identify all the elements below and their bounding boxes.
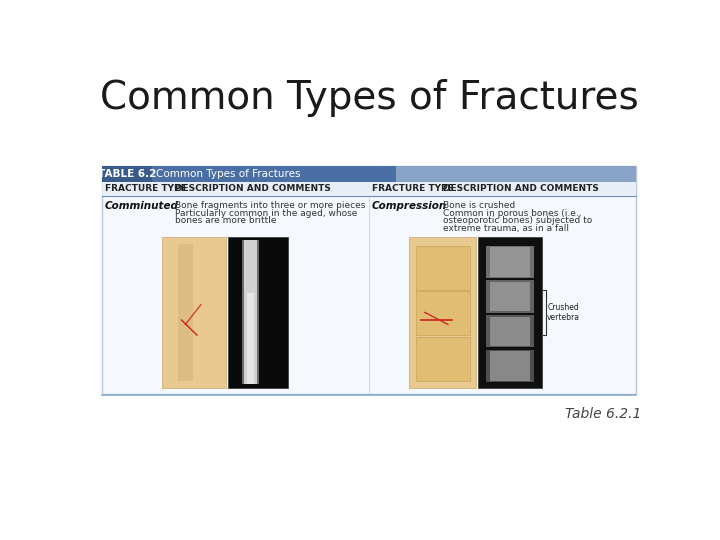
Text: Bone fragments into three or more pieces: Bone fragments into three or more pieces — [175, 201, 366, 210]
Text: Compression: Compression — [372, 201, 447, 211]
FancyBboxPatch shape — [415, 291, 469, 335]
Text: Particularly common in the aged, whose: Particularly common in the aged, whose — [175, 209, 358, 218]
FancyBboxPatch shape — [409, 237, 476, 388]
FancyBboxPatch shape — [415, 246, 469, 289]
Text: DESCRIPTION AND COMMENTS: DESCRIPTION AND COMMENTS — [443, 184, 598, 193]
FancyBboxPatch shape — [486, 246, 534, 278]
Text: FRACTURE TYPE: FRACTURE TYPE — [372, 184, 454, 193]
FancyBboxPatch shape — [244, 240, 256, 384]
Text: Common in porous bones (i.e.,: Common in porous bones (i.e., — [443, 209, 581, 218]
Text: bones are more brittle: bones are more brittle — [175, 217, 276, 226]
FancyBboxPatch shape — [228, 237, 289, 388]
FancyBboxPatch shape — [102, 166, 152, 182]
FancyBboxPatch shape — [152, 166, 636, 182]
FancyBboxPatch shape — [486, 315, 534, 347]
FancyBboxPatch shape — [415, 336, 469, 381]
FancyBboxPatch shape — [396, 166, 636, 182]
FancyBboxPatch shape — [490, 247, 530, 276]
Text: Bone is crushed: Bone is crushed — [443, 201, 515, 210]
FancyBboxPatch shape — [490, 351, 530, 381]
Text: TABLE 6.2: TABLE 6.2 — [98, 169, 156, 179]
FancyBboxPatch shape — [162, 237, 225, 388]
FancyBboxPatch shape — [490, 316, 530, 346]
FancyBboxPatch shape — [246, 293, 254, 384]
FancyBboxPatch shape — [102, 166, 636, 394]
Text: FRACTURE TYPE: FRACTURE TYPE — [104, 184, 186, 193]
FancyBboxPatch shape — [490, 282, 530, 311]
Text: Crushed
vertebra: Crushed vertebra — [547, 302, 580, 322]
FancyBboxPatch shape — [102, 182, 636, 195]
Text: Table 6.2.1: Table 6.2.1 — [565, 408, 642, 421]
Text: Comminuted: Comminuted — [104, 201, 179, 211]
Text: Common Types of Fractures: Common Types of Fractures — [99, 79, 639, 117]
Text: osteoporotic bones) subjected to: osteoporotic bones) subjected to — [443, 217, 592, 226]
Text: Common Types of Fractures: Common Types of Fractures — [156, 169, 300, 179]
FancyBboxPatch shape — [242, 240, 259, 384]
Text: extreme trauma, as in a fall: extreme trauma, as in a fall — [443, 224, 569, 233]
FancyBboxPatch shape — [486, 280, 534, 313]
FancyBboxPatch shape — [178, 244, 193, 381]
Text: DESCRIPTION AND COMMENTS: DESCRIPTION AND COMMENTS — [175, 184, 331, 193]
FancyBboxPatch shape — [486, 350, 534, 382]
FancyBboxPatch shape — [478, 237, 542, 388]
